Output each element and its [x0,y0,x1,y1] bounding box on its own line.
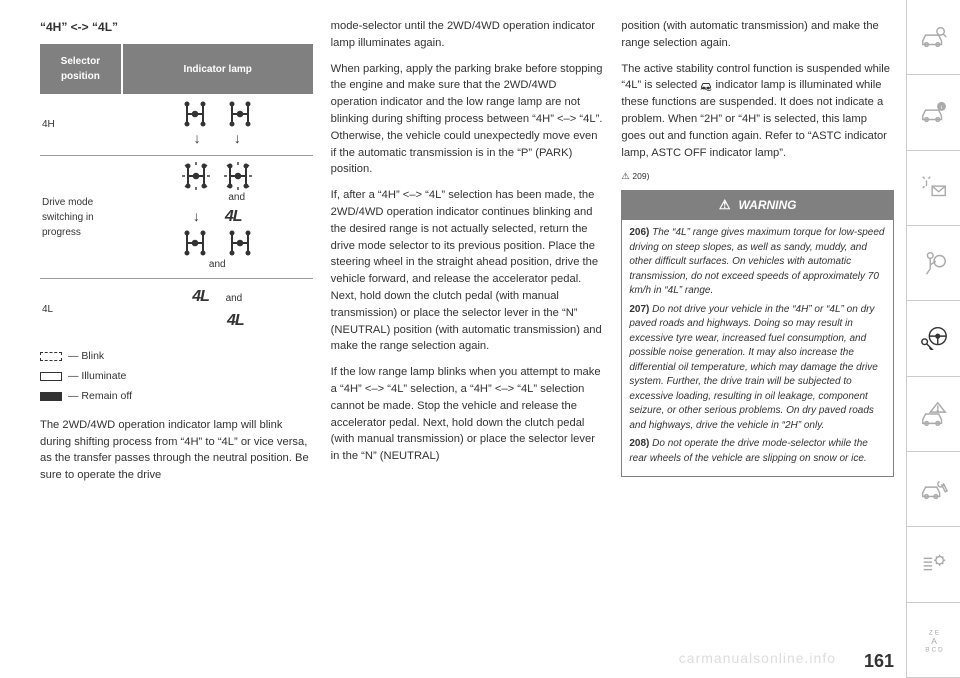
4l-icon: 4L [227,312,244,329]
car-search-icon [919,22,949,52]
legend-illuminate: — Illuminate [68,367,126,387]
row-4l-icons: 4L and 4L [122,279,313,340]
sidebar-item-warning[interactable] [907,377,960,452]
drivetrain-icon [181,100,209,128]
legend-swatch-off [40,392,62,401]
th-indicator: Indicator lamp [122,44,313,94]
warn-num-206: 206) [629,227,649,238]
sidebar-item-service[interactable] [907,452,960,527]
row-4h-label: 4H [40,94,122,156]
row-4h-icons [122,94,313,156]
sidebar-item-settings[interactable] [907,527,960,602]
column-3: position (with automatic transmission) a… [621,18,894,668]
col2-para3: If, after a “4H” <–> “4L” selection has … [331,187,604,355]
legend: — Blink — Illuminate — Remain off [40,347,313,407]
legend-swatch-blink [40,352,62,361]
car-warning-icon [919,399,949,429]
warning-header: WARNING [621,190,894,220]
sidebar-item-inspect[interactable] [907,0,960,75]
sidebar-item-airbag[interactable] [907,226,960,301]
col2-para4: If the low range lamp blinks when you at… [331,364,604,465]
warn-text-206: The “4L” range gives maximum torque for … [629,227,884,296]
skid-car-icon [700,78,712,92]
alpha-index-icon: Z EAB C D [919,625,949,655]
col2-para1: mode-selector until the 2WD/4WD operatio… [331,18,604,52]
lights-mail-icon [919,173,949,203]
col3-para1: position (with automatic transmission) a… [621,18,894,52]
drivetrain-icon [226,229,254,257]
warning-body: 206) The “4L” range gives maximum torque… [621,219,894,477]
and-label: and [209,259,226,270]
svg-text:B C D: B C D [925,646,943,653]
steering-key-icon [919,323,949,353]
row-switching-icons: and 4L and [122,156,313,279]
drivetrain-icon [226,100,254,128]
col1-para1: The 2WD/4WD operation indicator lamp wil… [40,417,313,484]
sidebar-item-index[interactable]: Z EAB C D [907,603,960,678]
row-4l-label: 4L [40,279,122,340]
4l-icon: 4L [192,288,209,305]
car-info-icon: i [919,97,949,127]
car-wrench-icon [919,474,949,504]
column-2: mode-selector until the 2WD/4WD operatio… [331,18,604,668]
sidebar-item-driving[interactable] [907,301,960,376]
arrow-down-icon [194,135,201,146]
legend-blink: — Blink [68,347,104,367]
warn-num-208: 208) [629,438,649,449]
warn-num-207: 207) [629,304,649,315]
sidebar-nav: i Z EAB C D [906,0,960,678]
airbag-icon [919,248,949,278]
and-label: and [228,192,245,203]
and-label: and [226,293,243,304]
warn-text-208: Do not operate the drive mode-selector w… [629,438,867,464]
4l-icon: 4L [225,208,242,225]
section-heading: “4H” <-> “4L” [40,18,313,36]
drivetrain-blink-icon [182,162,210,190]
arrow-down-icon [234,135,241,146]
legend-swatch-illuminate [40,372,62,381]
svg-text:A: A [931,636,937,646]
legend-off: — Remain off [68,387,132,407]
column-1: “4H” <-> “4L” Selector position Indicato… [40,18,313,668]
col2-para2: When parking, apply the parking brake be… [331,61,604,179]
sidebar-item-info[interactable]: i [907,75,960,150]
list-gear-icon [919,549,949,579]
th-selector: Selector position [40,44,122,94]
selector-table: Selector position Indicator lamp 4H [40,44,313,339]
row-switching-label: Drive mode switching in progress [40,156,122,279]
footnote-ref: 209) [621,170,894,184]
sidebar-item-lights[interactable] [907,151,960,226]
arrow-down-icon [193,213,200,224]
warn-text-207: Do not drive your vehicle in the “4H” or… [629,304,877,431]
col3-para2: The active stability control function is… [621,61,894,162]
drivetrain-blink-icon [224,162,252,190]
watermark: carmanualsonline.info [679,650,836,666]
page-number: 161 [864,651,894,672]
drivetrain-icon [181,229,209,257]
